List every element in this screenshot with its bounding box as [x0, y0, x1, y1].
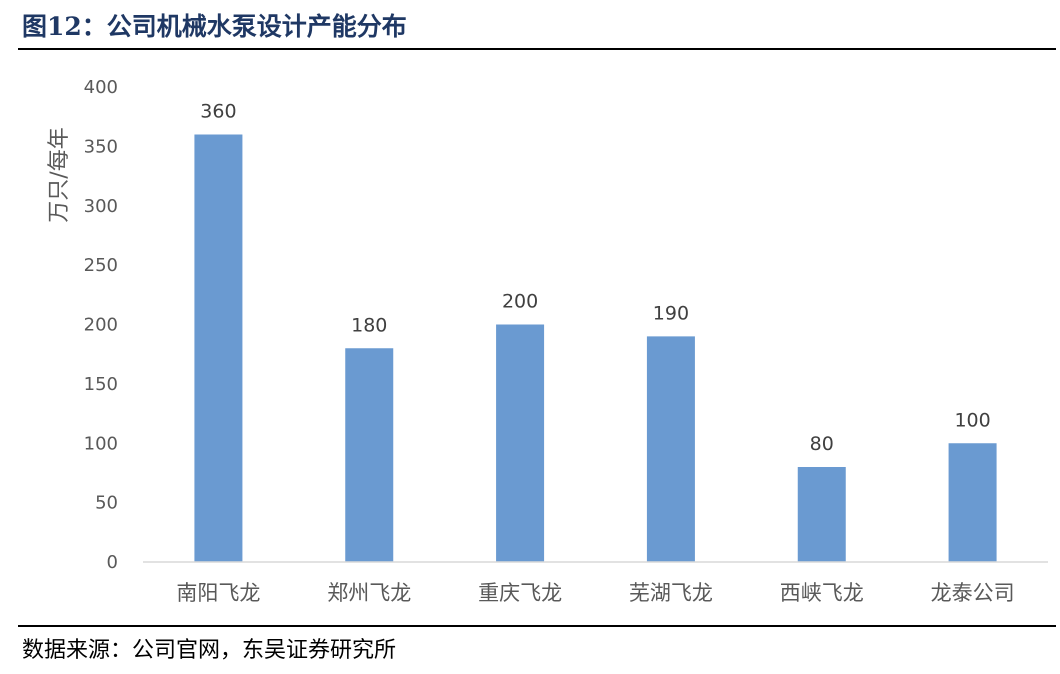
title-rule — [18, 48, 1056, 50]
y-tick-label: 150 — [84, 374, 118, 395]
bar — [948, 443, 997, 562]
bar — [797, 467, 846, 562]
y-tick-label: 400 — [84, 77, 118, 98]
bar — [194, 134, 243, 562]
y-tick-label: 200 — [84, 315, 118, 336]
y-axis-label: 万只/每年 — [47, 127, 72, 222]
x-axis-ticks: 南阳飞龙 郑州飞龙 重庆飞龙 芜湖飞龙 西峡飞龙 龙泰公司 — [176, 581, 1014, 605]
x-tick-label: 南阳飞龙 — [176, 581, 260, 605]
bar — [496, 324, 545, 562]
source-note: 数据来源：公司官网，东吴证券研究所 — [22, 638, 397, 663]
bar-value-label: 190 — [653, 302, 689, 324]
x-tick-label: 芜湖飞龙 — [629, 581, 713, 605]
y-tick-label: 0 — [107, 552, 118, 573]
bar-value-label: 200 — [502, 291, 538, 313]
y-axis-ticks: 0 50 100 150 200 250 300 350 400 — [84, 77, 118, 573]
data-labels: 360 180 200 190 80 100 — [200, 101, 990, 456]
bar-value-label: 180 — [351, 314, 387, 336]
x-tick-label: 郑州飞龙 — [327, 581, 411, 605]
bar-value-label: 100 — [954, 409, 990, 431]
bar-chart: 万只/每年 0 50 100 150 200 250 300 350 400 360 180 200… — [47, 77, 1048, 605]
y-tick-label: 250 — [84, 255, 118, 276]
bar — [646, 336, 695, 562]
bars — [194, 134, 997, 562]
bar — [345, 348, 394, 562]
y-tick-label: 350 — [84, 136, 118, 157]
x-tick-label: 龙泰公司 — [931, 581, 1015, 605]
y-tick-label: 100 — [84, 433, 118, 454]
y-axis-label-group: 万只/每年 — [47, 127, 72, 222]
x-tick-label: 西峡飞龙 — [780, 581, 864, 605]
y-tick-label: 300 — [84, 196, 118, 217]
x-tick-label: 重庆飞龙 — [478, 581, 562, 605]
y-tick-label: 50 — [95, 493, 118, 514]
figure-title: 图12：公司机械水泵设计产能分布 — [22, 12, 407, 41]
bar-value-label: 360 — [200, 101, 236, 123]
footer-rule — [18, 625, 1056, 627]
bar-value-label: 80 — [810, 433, 834, 455]
